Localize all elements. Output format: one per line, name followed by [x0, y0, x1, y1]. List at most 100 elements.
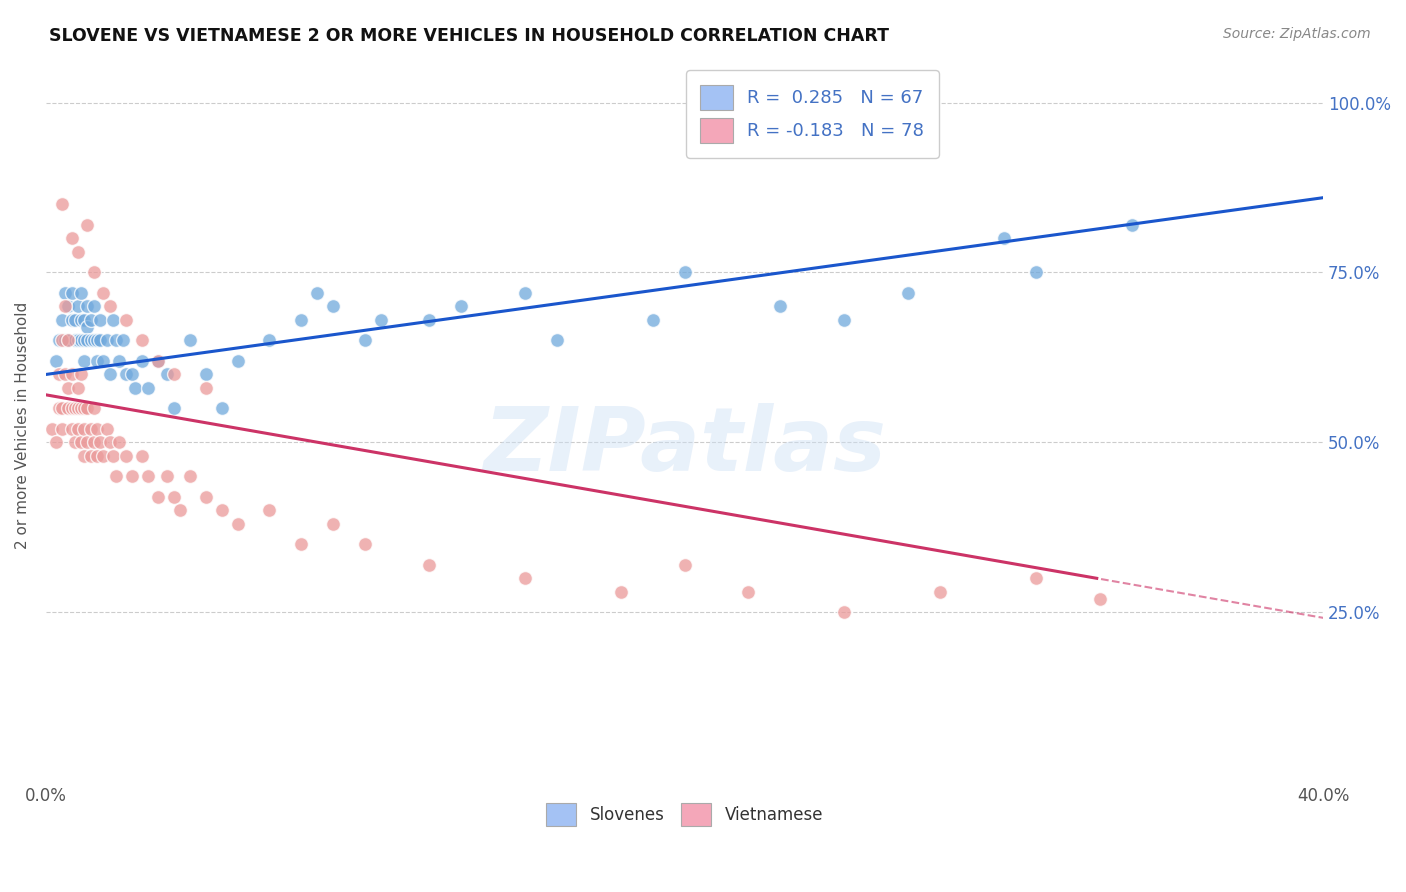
Point [832, 606, 855, 620]
Point [98, 368, 121, 382]
Point [226, 354, 249, 368]
Point [769, 300, 792, 314]
Point [832, 313, 855, 327]
Point [105, 334, 128, 348]
Point [45, 435, 67, 450]
Point [66, 334, 89, 348]
Point [98, 435, 121, 450]
Point [76, 401, 98, 416]
Point [156, 368, 179, 382]
Point [63, 435, 86, 450]
Text: Source: ZipAtlas.com: Source: ZipAtlas.com [1223, 27, 1371, 41]
Point [58, 381, 80, 395]
Point [76, 300, 98, 314]
Point [322, 516, 344, 531]
Point [66, 300, 89, 314]
Point [418, 558, 440, 572]
Point [51, 334, 73, 348]
Point [259, 503, 281, 517]
Point [101, 313, 124, 327]
Point [1121, 218, 1143, 232]
Point [114, 313, 136, 327]
Point [48, 368, 70, 382]
Point [45, 354, 67, 368]
Point [163, 368, 186, 382]
Point [89, 334, 111, 348]
Point [60, 313, 83, 327]
Point [163, 490, 186, 504]
Point [194, 381, 217, 395]
Point [73, 401, 96, 416]
Point [322, 300, 344, 314]
Point [79, 449, 101, 463]
Point [897, 285, 920, 300]
Point [513, 571, 536, 585]
Point [105, 469, 128, 483]
Point [83, 334, 105, 348]
Point [513, 285, 536, 300]
Point [79, 334, 101, 348]
Point [136, 381, 159, 395]
Point [96, 422, 118, 436]
Point [60, 368, 83, 382]
Point [124, 381, 146, 395]
Point [307, 285, 329, 300]
Point [60, 422, 83, 436]
Point [179, 334, 201, 348]
Point [53, 300, 76, 314]
Point [51, 401, 73, 416]
Point [136, 469, 159, 483]
Point [121, 469, 143, 483]
Point [58, 401, 80, 416]
Point [53, 368, 76, 382]
Point [354, 537, 377, 551]
Y-axis label: 2 or more Vehicles in Household: 2 or more Vehicles in Household [15, 301, 30, 549]
Point [73, 334, 96, 348]
Point [60, 401, 83, 416]
Point [609, 585, 631, 599]
Point [76, 218, 98, 232]
Point [156, 469, 179, 483]
Point [83, 435, 105, 450]
Point [48, 334, 70, 348]
Point [93, 354, 115, 368]
Point [53, 285, 76, 300]
Point [76, 319, 98, 334]
Point [131, 354, 153, 368]
Point [73, 313, 96, 327]
Point [146, 490, 169, 504]
Point [89, 435, 111, 450]
Point [211, 401, 233, 416]
Point [370, 313, 392, 327]
Point [146, 354, 169, 368]
Point [108, 354, 131, 368]
Text: ZIPatlas: ZIPatlas [484, 403, 886, 491]
Point [1025, 265, 1047, 279]
Point [63, 401, 86, 416]
Point [70, 313, 93, 327]
Point [89, 313, 111, 327]
Point [131, 334, 153, 348]
Point [70, 368, 93, 382]
Legend: Slovenes, Vietnamese: Slovenes, Vietnamese [538, 795, 831, 835]
Point [70, 285, 93, 300]
Point [86, 422, 108, 436]
Point [673, 558, 696, 572]
Point [76, 334, 98, 348]
Point [51, 197, 73, 211]
Point [51, 422, 73, 436]
Point [929, 585, 952, 599]
Point [93, 449, 115, 463]
Point [58, 334, 80, 348]
Point [179, 469, 201, 483]
Point [83, 401, 105, 416]
Point [450, 300, 472, 314]
Point [226, 516, 249, 531]
Text: SLOVENE VS VIETNAMESE 2 OR MORE VEHICLES IN HOUSEHOLD CORRELATION CHART: SLOVENE VS VIETNAMESE 2 OR MORE VEHICLES… [49, 27, 889, 45]
Point [63, 313, 86, 327]
Point [66, 245, 89, 260]
Point [73, 354, 96, 368]
Point [83, 300, 105, 314]
Point [290, 537, 312, 551]
Point [53, 334, 76, 348]
